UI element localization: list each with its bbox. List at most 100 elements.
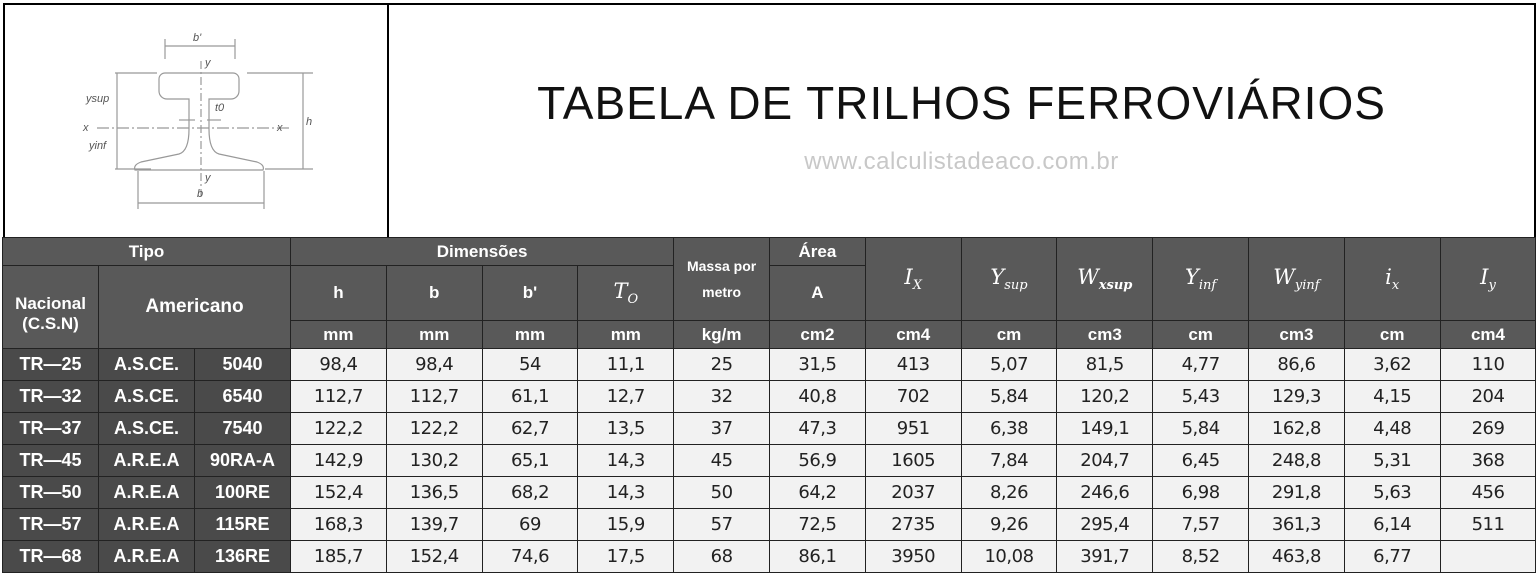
table-cell: 122,2 bbox=[385, 412, 483, 445]
table-cell: TR—32 bbox=[2, 380, 99, 413]
table-cell: 6,38 bbox=[960, 412, 1058, 445]
table-cell: 136,5 bbox=[385, 476, 483, 509]
table-cell: 6,14 bbox=[1343, 508, 1441, 541]
table-cell: 246,6 bbox=[1056, 476, 1154, 509]
table-cell: 951 bbox=[864, 412, 962, 445]
col-T0: TO bbox=[577, 265, 675, 321]
label-x-right: x bbox=[276, 122, 283, 134]
unit-cell: cm4 bbox=[1439, 320, 1536, 349]
table-row: TR—32 A.S.CE. 6540 112,7 112,7 61,1 12,7 32 40,8… bbox=[2, 380, 1536, 413]
table-row: TR—50 A.R.E.A 100RE 152,4 136,5 68,2 14,3 50 64,… bbox=[2, 476, 1536, 509]
table-cell: A.S.CE. bbox=[98, 348, 195, 381]
table-cell: 45 bbox=[673, 444, 771, 477]
table-cell: TR—25 bbox=[2, 348, 99, 381]
table-cell: TR—37 bbox=[2, 412, 99, 445]
table-cell: 463,8 bbox=[1248, 540, 1345, 573]
table-cell: 295,4 bbox=[1056, 508, 1154, 541]
table-cell: 14,3 bbox=[577, 444, 675, 477]
table-cell: 56,9 bbox=[769, 444, 866, 477]
table-cell: 12,7 bbox=[577, 380, 675, 413]
table-cell: 702 bbox=[864, 380, 962, 413]
table-cell: TR—57 bbox=[2, 508, 99, 541]
table-cell: 391,7 bbox=[1056, 540, 1154, 573]
rail-profile-diagram: b' y ysup t0 x x h yinf y b bbox=[82, 32, 313, 209]
table-cell: 68 bbox=[673, 540, 771, 573]
table-cell: 40,8 bbox=[769, 380, 866, 413]
table-cell: 5,07 bbox=[960, 348, 1058, 381]
table-row: TR—68 A.R.E.A 136RE 185,7 152,4 74,6 17,5 68 86,… bbox=[2, 540, 1536, 573]
table-cell: 11,1 bbox=[577, 348, 675, 381]
table-cell: 152,4 bbox=[385, 540, 483, 573]
table-cell: 185,7 bbox=[290, 540, 387, 573]
table-cell: 152,4 bbox=[290, 476, 387, 509]
table-body: TR—25 A.S.CE. 5040 98,4 98,4 54 11,1 25 31,5 413 5… bbox=[2, 348, 1536, 573]
table-cell: 136RE bbox=[193, 540, 292, 573]
table-cell: 269 bbox=[1439, 412, 1536, 445]
table-cell: 112,7 bbox=[290, 380, 387, 413]
table-cell: 65,1 bbox=[481, 444, 579, 477]
table-cell: 6,77 bbox=[1343, 540, 1441, 573]
table-cell: 25 bbox=[673, 348, 771, 381]
table-cell: 204,7 bbox=[1056, 444, 1154, 477]
label-h: h bbox=[306, 116, 312, 128]
table-cell: 142,9 bbox=[290, 444, 387, 477]
table-cell: 2735 bbox=[864, 508, 962, 541]
table-cell: 98,4 bbox=[385, 348, 483, 381]
table-cell: A.R.E.A bbox=[98, 476, 195, 509]
table-cell: 3950 bbox=[864, 540, 962, 573]
table-cell: 13,5 bbox=[577, 412, 675, 445]
table-cell: 115RE bbox=[193, 508, 292, 541]
table-cell: 10,08 bbox=[960, 540, 1058, 573]
table-cell: 17,5 bbox=[577, 540, 675, 573]
table-cell: 74,6 bbox=[481, 540, 579, 573]
unit-cell: cm3 bbox=[1056, 320, 1154, 349]
table-cell: 32 bbox=[673, 380, 771, 413]
table-cell: 7540 bbox=[193, 412, 292, 445]
table-cell: 8,52 bbox=[1152, 540, 1249, 573]
table-cell: 2037 bbox=[864, 476, 962, 509]
header-area: b' y ysup t0 x x h yinf y b TABELA DE TR… bbox=[3, 3, 1536, 237]
table-cell: 5,84 bbox=[1152, 412, 1249, 445]
group-dimensoes: Dimensões bbox=[290, 237, 675, 266]
title-area: TABELA DE TRILHOS FERROVIÁRIOS www.calcu… bbox=[389, 5, 1534, 237]
table-cell: 68,2 bbox=[481, 476, 579, 509]
table-cell: 511 bbox=[1439, 508, 1536, 541]
table-cell: 204 bbox=[1439, 380, 1536, 413]
table-cell: 6,45 bbox=[1152, 444, 1249, 477]
table-cell: 4,48 bbox=[1343, 412, 1441, 445]
page-title: TABELA DE TRILHOS FERROVIÁRIOS bbox=[537, 77, 1386, 129]
label-y-top: y bbox=[204, 57, 212, 69]
table-cell: 4,15 bbox=[1343, 380, 1441, 413]
table-cell: 5040 bbox=[193, 348, 292, 381]
table-cell: 456 bbox=[1439, 476, 1536, 509]
table-cell: 5,84 bbox=[960, 380, 1058, 413]
table-cell: A.R.E.A bbox=[98, 444, 195, 477]
table-cell: 7,57 bbox=[1152, 508, 1249, 541]
table-cell bbox=[1439, 540, 1536, 573]
label-b: b bbox=[197, 188, 203, 200]
table-cell: 6540 bbox=[193, 380, 292, 413]
unit-cell: cm2 bbox=[769, 320, 866, 349]
unit-cell: cm bbox=[1343, 320, 1441, 349]
label-x-left: x bbox=[82, 122, 89, 134]
table-cell: 72,5 bbox=[769, 508, 866, 541]
table-cell: 57 bbox=[673, 508, 771, 541]
col-h: h bbox=[290, 265, 387, 321]
col-Iy: Iy bbox=[1439, 237, 1536, 321]
table-cell: 61,1 bbox=[481, 380, 579, 413]
label-b-prime: b' bbox=[193, 32, 202, 44]
table-cell: 361,3 bbox=[1248, 508, 1345, 541]
col-Wyinf: Wyinf bbox=[1248, 237, 1345, 321]
table-cell: 31,5 bbox=[769, 348, 866, 381]
table-cell: A.S.CE. bbox=[98, 380, 195, 413]
table-cell: A.R.E.A bbox=[98, 540, 195, 573]
table-cell: 54 bbox=[481, 348, 579, 381]
table-cell: 129,3 bbox=[1248, 380, 1345, 413]
col-massa: Massa por metro bbox=[673, 237, 771, 321]
table-cell: 4,77 bbox=[1152, 348, 1249, 381]
unit-cell: cm bbox=[1152, 320, 1249, 349]
table-cell: 1605 bbox=[864, 444, 962, 477]
table-cell: TR—45 bbox=[2, 444, 99, 477]
table-cell: 62,7 bbox=[481, 412, 579, 445]
col-nacional: Nacional (C.S.N) bbox=[2, 265, 99, 349]
